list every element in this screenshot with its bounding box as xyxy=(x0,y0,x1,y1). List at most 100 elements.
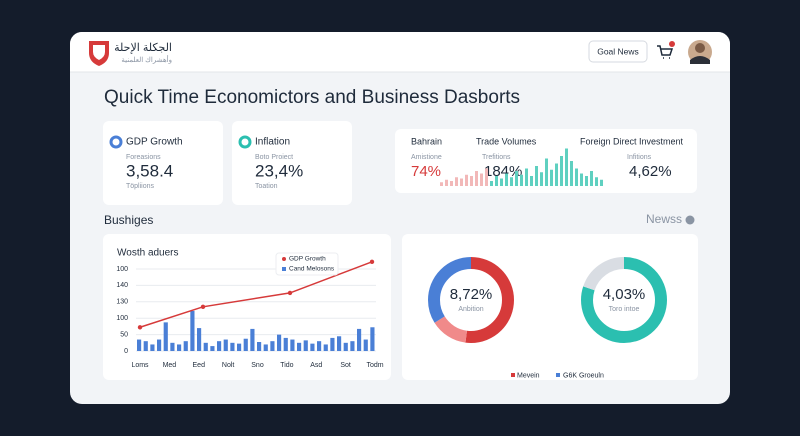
kpi-note: Toation xyxy=(255,183,278,190)
bar xyxy=(270,341,275,351)
strip-subtitle: Amistione xyxy=(411,154,442,161)
logo-inner xyxy=(93,45,105,60)
bar xyxy=(150,344,155,351)
strip-bar xyxy=(525,168,528,186)
strip-bar xyxy=(590,171,593,186)
x-tick-label: Med xyxy=(163,362,177,369)
strip-value: 4,62% xyxy=(629,163,672,180)
kpi-title: Inflation xyxy=(255,137,290,148)
y-tick-label: 100 xyxy=(116,266,128,273)
bar xyxy=(163,322,168,351)
bar xyxy=(323,344,328,351)
x-tick-label: Tido xyxy=(280,362,293,369)
kpi-subtitle: Boto Proiect xyxy=(255,154,293,161)
kpi-value: 23,4% xyxy=(255,161,303,180)
avatar-head xyxy=(695,43,705,53)
bar xyxy=(217,341,222,351)
strip-bar xyxy=(505,173,508,186)
bar xyxy=(157,339,162,351)
strip-bar xyxy=(540,172,543,186)
news-button-label[interactable]: Goal News xyxy=(597,46,639,56)
line xyxy=(139,261,373,328)
donut-segment xyxy=(428,257,514,343)
bar xyxy=(337,336,342,351)
strip-bar xyxy=(570,161,573,186)
bar xyxy=(190,310,195,351)
strip-bar xyxy=(455,177,458,186)
bar xyxy=(230,342,235,351)
bar xyxy=(223,339,228,351)
chart-title: Wosth aduers xyxy=(117,248,179,259)
bar xyxy=(303,340,308,351)
strip-bar xyxy=(470,176,473,186)
legend-swatch xyxy=(511,373,515,377)
legend-swatch xyxy=(282,267,286,271)
strip-bar xyxy=(450,181,453,186)
bar xyxy=(177,344,182,351)
donut-card xyxy=(402,234,698,380)
strip-bar xyxy=(440,182,443,186)
strip-bar xyxy=(490,181,493,186)
bar xyxy=(343,342,348,351)
bar xyxy=(257,342,262,351)
bar xyxy=(317,341,322,351)
news-button[interactable] xyxy=(588,40,648,63)
strip-bar xyxy=(520,174,523,186)
donut-value: 4,03% xyxy=(603,286,646,303)
kpi-value: 3,58.4 xyxy=(126,161,173,180)
logo-subtext: وأهشراك العلمنية xyxy=(121,54,172,64)
strip-bar xyxy=(550,169,553,186)
info-icon[interactable] xyxy=(685,215,695,225)
legend-label: GDP Growth xyxy=(289,256,326,263)
y-tick-label: 50 xyxy=(120,331,128,338)
bar xyxy=(310,343,315,351)
bar xyxy=(183,341,188,351)
strip-bar xyxy=(560,156,563,186)
bar xyxy=(243,338,248,351)
logo-text: الجكلة الإحلة xyxy=(114,42,172,54)
strip-bar xyxy=(545,158,548,186)
kpi-note: Töpliions xyxy=(126,183,155,190)
x-tick-label: Eed xyxy=(193,362,206,369)
strip-bar xyxy=(575,168,578,186)
legend-label: G6K Groeuln xyxy=(563,372,604,379)
kpi-icon xyxy=(109,135,123,149)
bar xyxy=(137,339,142,351)
bar xyxy=(357,328,362,351)
strip-bar xyxy=(510,177,513,186)
donut-segment xyxy=(581,257,667,343)
bar xyxy=(170,342,175,351)
x-tick-label: Sno xyxy=(251,362,264,369)
kpi-card xyxy=(232,121,352,205)
bar xyxy=(237,343,242,351)
strip-bar xyxy=(600,179,603,186)
line-point xyxy=(287,290,293,296)
header-bar xyxy=(70,32,730,72)
bar xyxy=(250,328,255,351)
line-point xyxy=(200,304,206,310)
bar xyxy=(297,342,302,351)
strip-title: Trade Volumes xyxy=(476,136,537,146)
avatar-body xyxy=(690,56,710,64)
line-point xyxy=(137,325,143,330)
x-tick-label: Loms xyxy=(131,362,149,369)
bar xyxy=(363,339,368,351)
strip-bar xyxy=(595,177,598,186)
strip-bar xyxy=(585,176,588,186)
donut-label: Toro intoe xyxy=(609,306,640,313)
strip-value: 184% xyxy=(484,163,522,180)
legend-swatch xyxy=(282,257,286,261)
strip-bar xyxy=(465,174,468,186)
badge xyxy=(669,41,675,47)
strip-bar xyxy=(460,178,463,186)
cart-icon[interactable] xyxy=(657,45,674,59)
kpi-card xyxy=(103,121,223,205)
strip-bar xyxy=(515,171,518,186)
strip-bar xyxy=(555,163,558,186)
donut-label: Anbition xyxy=(458,306,483,313)
strip-subtitle: Trefitions xyxy=(482,154,511,161)
bar xyxy=(370,327,375,351)
strip-bar xyxy=(580,173,583,186)
